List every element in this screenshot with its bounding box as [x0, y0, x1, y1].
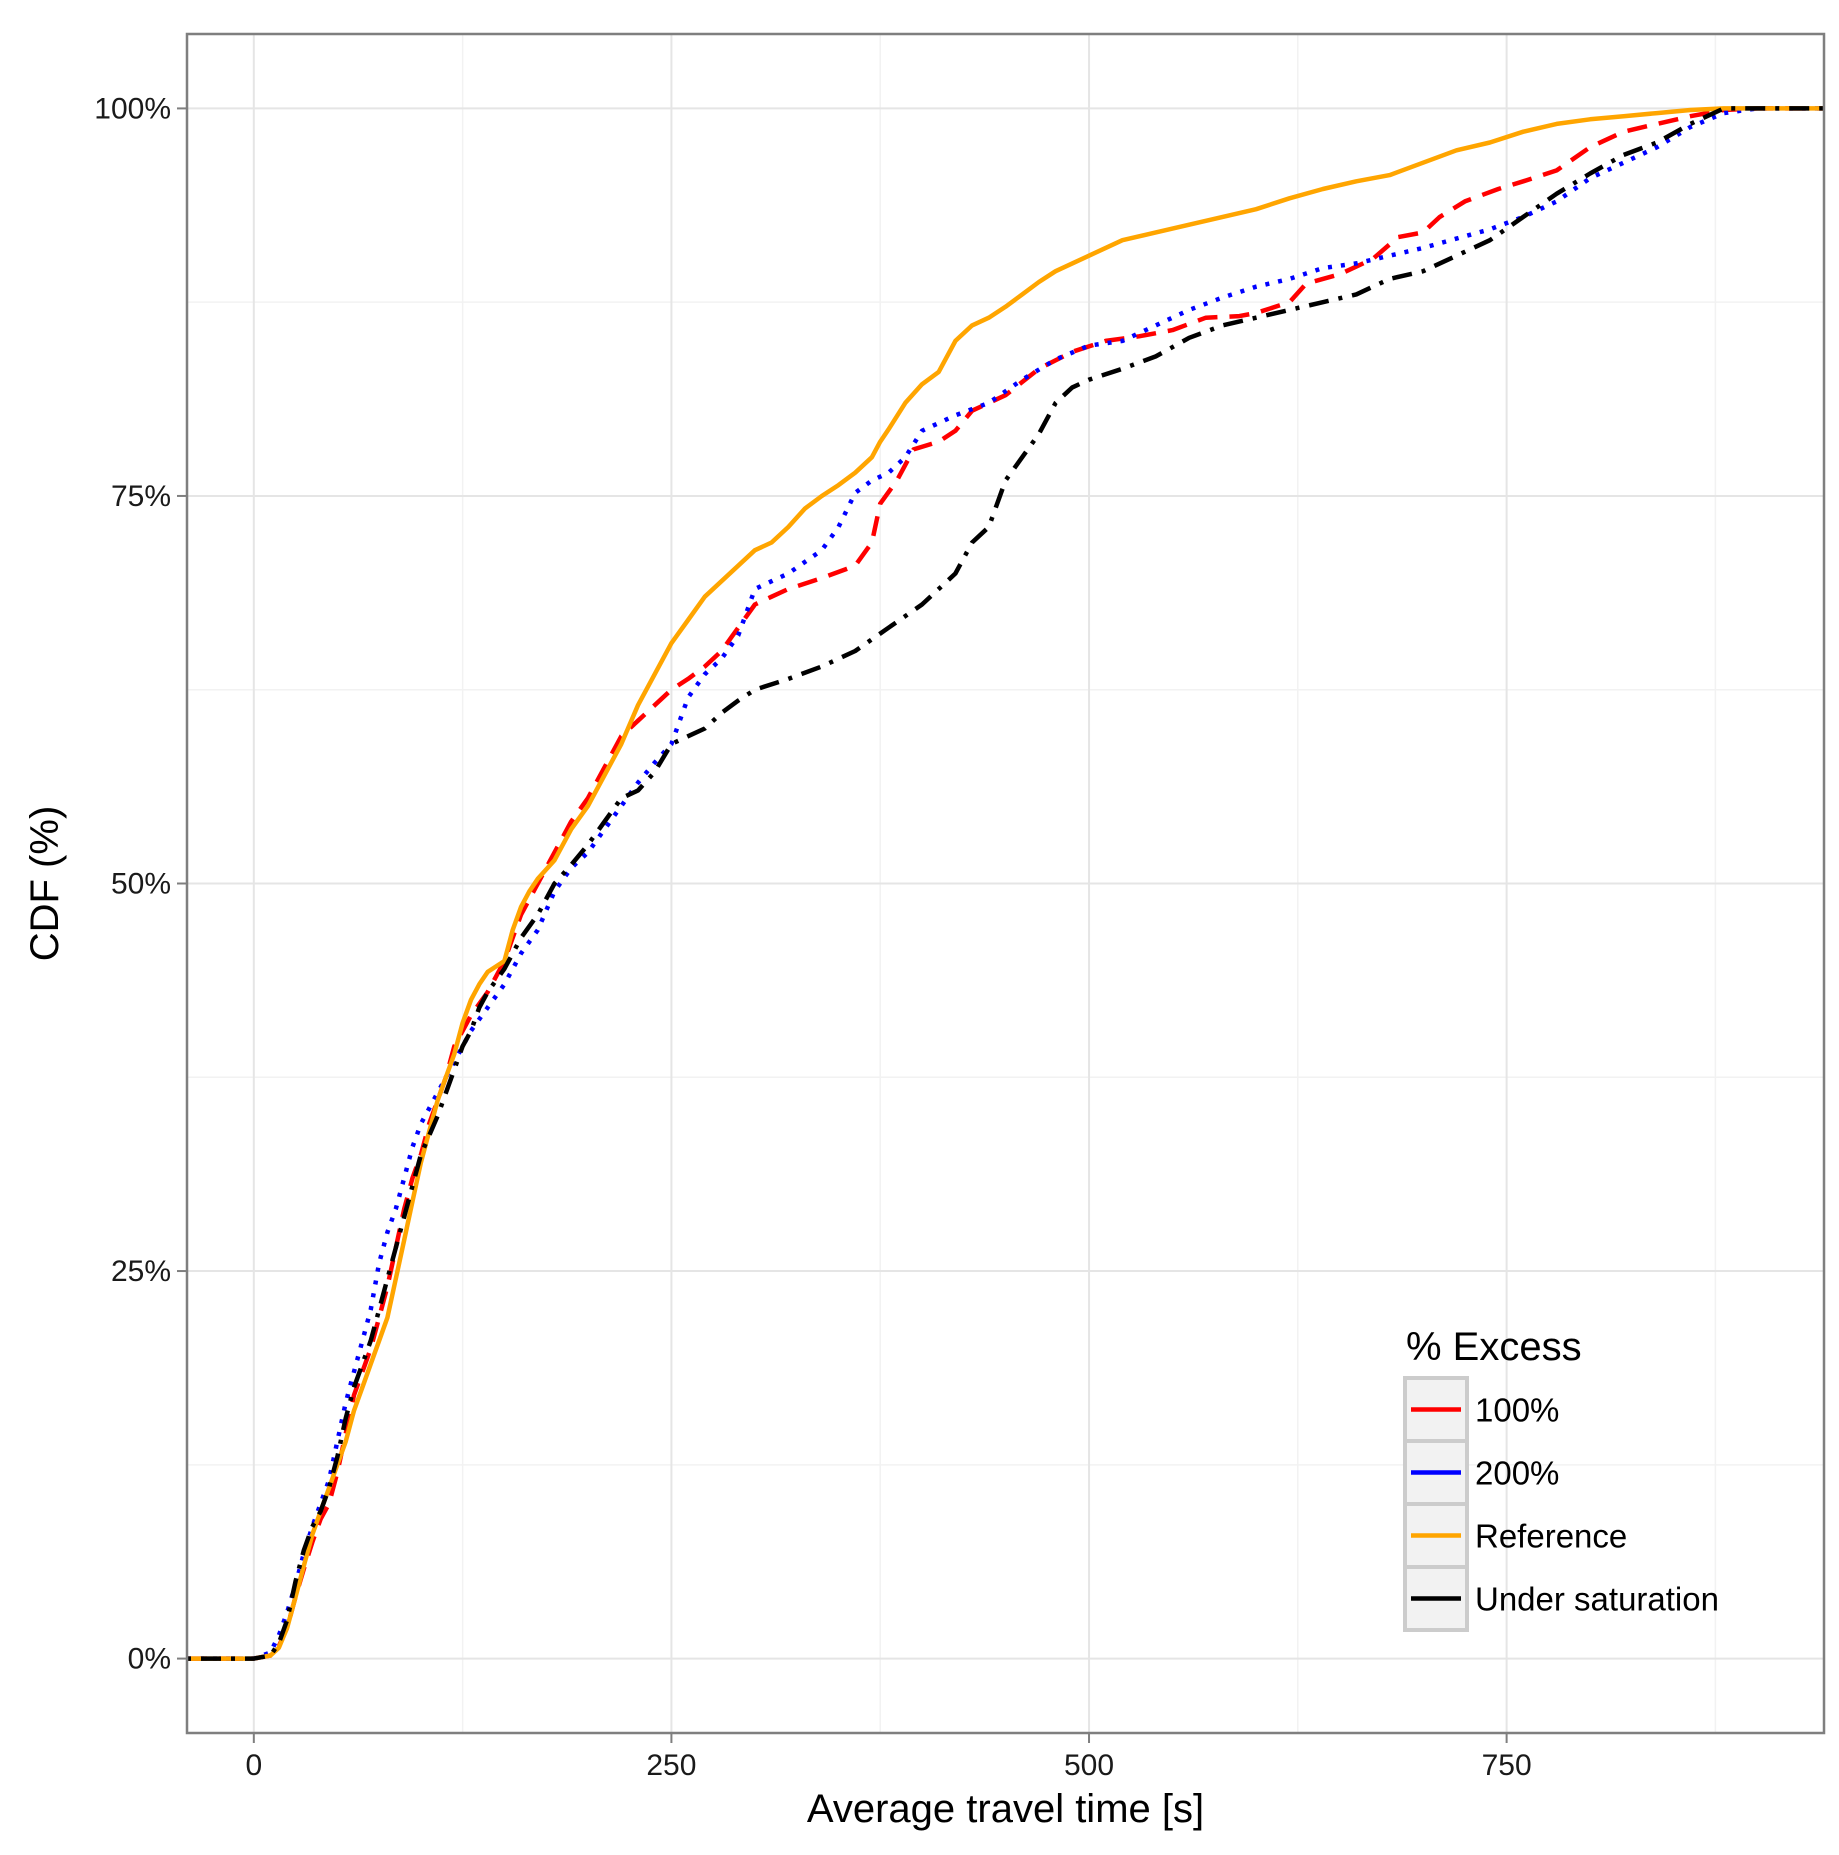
legend-title: % Excess: [1406, 1325, 1582, 1369]
x-tick-label: 250: [646, 1749, 696, 1782]
series-line-100: [187, 106, 1824, 1661]
legend-label: 200%: [1475, 1455, 1559, 1492]
series-line-under-saturation: [187, 106, 1824, 1661]
y-tick-label: 100%: [94, 92, 171, 125]
y-axis: 0% 25% 50% 75% 100%: [94, 92, 187, 1676]
x-tick-label: 0: [245, 1749, 262, 1782]
legend-label: 100%: [1475, 1392, 1559, 1429]
x-axis-title: Average travel time [s]: [807, 1787, 1204, 1831]
series-lines: [187, 106, 1824, 1661]
legend-label: Under saturation: [1475, 1581, 1719, 1618]
major-gridlines: [187, 34, 1824, 1733]
series-line-reference: [187, 106, 1824, 1661]
y-tick-label: 50%: [111, 868, 171, 901]
x-tick-label: 750: [1482, 1749, 1532, 1782]
y-tick-label: 75%: [111, 480, 171, 513]
x-axis: 0 250 500 750: [245, 1733, 1532, 1782]
y-tick-label: 0%: [128, 1643, 171, 1676]
y-axis-title: CDF (%): [23, 806, 67, 962]
legend-label: Reference: [1475, 1518, 1627, 1555]
legend: % Excess 100% 200% Reference Under saturati…: [1403, 1325, 1719, 1632]
x-tick-label: 500: [1064, 1749, 1114, 1782]
y-tick-label: 25%: [111, 1255, 171, 1288]
